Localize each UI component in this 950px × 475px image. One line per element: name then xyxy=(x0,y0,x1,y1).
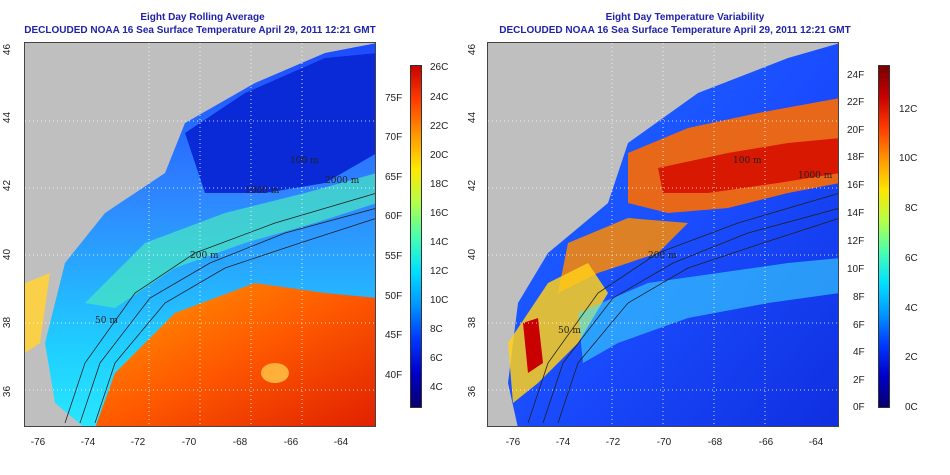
left-cbar-f-45: 45F xyxy=(385,330,403,341)
lon-tick--66: -66 xyxy=(283,437,299,448)
right-cbar-c-2: 2C xyxy=(905,352,918,363)
right-cbar-c-12: 12C xyxy=(899,104,918,115)
right-cbar-c-6: 6C xyxy=(905,253,918,264)
left-map-panel: Eight Day Rolling Average DECLOUDED NOAA… xyxy=(2,12,449,448)
left-cbar-c-14: 14C xyxy=(430,237,449,248)
lat-tick-36: 36 xyxy=(467,385,479,398)
right-cbar-f-12: 12F xyxy=(847,236,865,247)
left-cbar-c-10: 10C xyxy=(430,295,449,306)
lat-tick-38: 38 xyxy=(467,316,479,329)
lat-tick-40: 40 xyxy=(467,248,479,261)
left-map-svg: 200 m 100 m 2000 m 1000 m 50 m xyxy=(25,43,375,426)
lat-tick-44: 44 xyxy=(2,111,14,124)
left-subtitle: DECLOUDED NOAA 16 Sea Surface Temperatur… xyxy=(24,25,376,36)
right-cbar-f-16: 16F xyxy=(847,180,865,191)
right-cbar-f-20: 20F xyxy=(847,125,865,136)
right-cbar-f-14: 14F xyxy=(847,208,865,219)
lon-tick--70: -70 xyxy=(656,437,672,448)
lon-tick--76: -76 xyxy=(505,437,521,448)
left-cbar-c-8: 8C xyxy=(430,324,443,335)
right-cbar-c-0: 0C xyxy=(905,402,918,413)
lon-tick--64: -64 xyxy=(808,437,824,448)
contour-label-1000m: 1000 m xyxy=(798,171,833,181)
left-cbar-c-18: 18C xyxy=(430,179,449,190)
right-variability-map: 200 m 100 m 1000 m 50 m xyxy=(487,42,839,427)
contour-label-50m: 50 m xyxy=(95,316,118,326)
right-cbar-f-22: 22F xyxy=(847,97,865,108)
right-cbar-f-24: 24F xyxy=(847,70,865,81)
left-cbar-f-60: 60F xyxy=(385,211,403,222)
lat-tick-40: 40 xyxy=(2,248,14,261)
left-cbar-c-24: 24C xyxy=(430,92,449,103)
lon-tick--72: -72 xyxy=(130,437,146,448)
left-cbar-c-4: 4C xyxy=(430,382,443,393)
right-map-svg: 200 m 100 m 1000 m 50 m xyxy=(488,43,838,426)
lat-tick-46: 46 xyxy=(467,43,479,56)
right-title: Eight Day Temperature Variability xyxy=(605,12,765,23)
left-colorbar xyxy=(410,65,422,408)
right-colorbar xyxy=(878,65,890,408)
right-cbar-f-4: 4F xyxy=(853,347,865,358)
lon-tick--64: -64 xyxy=(333,437,349,448)
right-cbar-f-10: 10F xyxy=(847,264,865,275)
left-cbar-f-70: 70F xyxy=(385,132,403,143)
left-cbar-c-20: 20C xyxy=(430,150,449,161)
contour-label-200m: 200 m xyxy=(648,251,677,261)
lon-tick--68: -68 xyxy=(232,437,248,448)
contour-label-1000m: 1000 m xyxy=(245,186,280,196)
lon-tick--72: -72 xyxy=(605,437,621,448)
left-cbar-f-50: 50F xyxy=(385,291,403,302)
right-cbar-f-6: 6F xyxy=(853,320,865,331)
left-cbar-c-6: 6C xyxy=(430,353,443,364)
lon-tick--76: -76 xyxy=(30,437,46,448)
right-cbar-c-10: 10C xyxy=(899,153,918,164)
lat-tick-42: 42 xyxy=(2,179,14,192)
lon-tick--68: -68 xyxy=(707,437,723,448)
lat-tick-42: 42 xyxy=(467,179,479,192)
left-cbar-c-12: 12C xyxy=(430,266,449,277)
contour-label-100m: 100 m xyxy=(733,156,762,166)
left-cbar-f-55: 55F xyxy=(385,251,403,262)
right-cbar-f-8: 8F xyxy=(853,292,865,303)
lat-tick-38: 38 xyxy=(2,316,14,329)
left-sst-map: 200 m 100 m 2000 m 1000 m 50 m xyxy=(24,42,376,427)
left-cbar-c-16: 16C xyxy=(430,208,449,219)
right-map-panel: Eight Day Temperature Variability DECLOU… xyxy=(467,0,950,475)
left-cbar-c-22: 22C xyxy=(430,121,449,132)
left-cbar-c-26: 26C xyxy=(430,62,449,73)
right-subtitle: DECLOUDED NOAA 16 Sea Surface Temperatur… xyxy=(499,25,851,36)
contour-label-200m: 200 m xyxy=(190,251,219,261)
contour-label-100m: 100 m xyxy=(290,156,319,166)
contour-label-50m: 50 m xyxy=(558,326,581,336)
lon-tick--66: -66 xyxy=(758,437,774,448)
right-cbar-c-8: 8C xyxy=(905,203,918,214)
right-cbar-f-0: 0F xyxy=(853,402,865,413)
right-cbar-f-18: 18F xyxy=(847,152,865,163)
gulf-of-maine xyxy=(185,53,375,193)
lon-tick--70: -70 xyxy=(181,437,197,448)
lat-tick-44: 44 xyxy=(467,111,479,124)
left-title: Eight Day Rolling Average xyxy=(140,12,265,23)
contour-label-2000m: 2000 m xyxy=(325,176,360,186)
lon-tick--74: -74 xyxy=(80,437,96,448)
left-cbar-f-40: 40F xyxy=(385,370,403,381)
lat-tick-46: 46 xyxy=(2,43,14,56)
left-cbar-f-75: 75F xyxy=(385,93,403,104)
left-cbar-f-65: 65F xyxy=(385,172,403,183)
right-cbar-c-4: 4C xyxy=(905,303,918,314)
lon-tick--74: -74 xyxy=(555,437,571,448)
right-cbar-f-2: 2F xyxy=(853,375,865,386)
lat-tick-36: 36 xyxy=(2,385,14,398)
